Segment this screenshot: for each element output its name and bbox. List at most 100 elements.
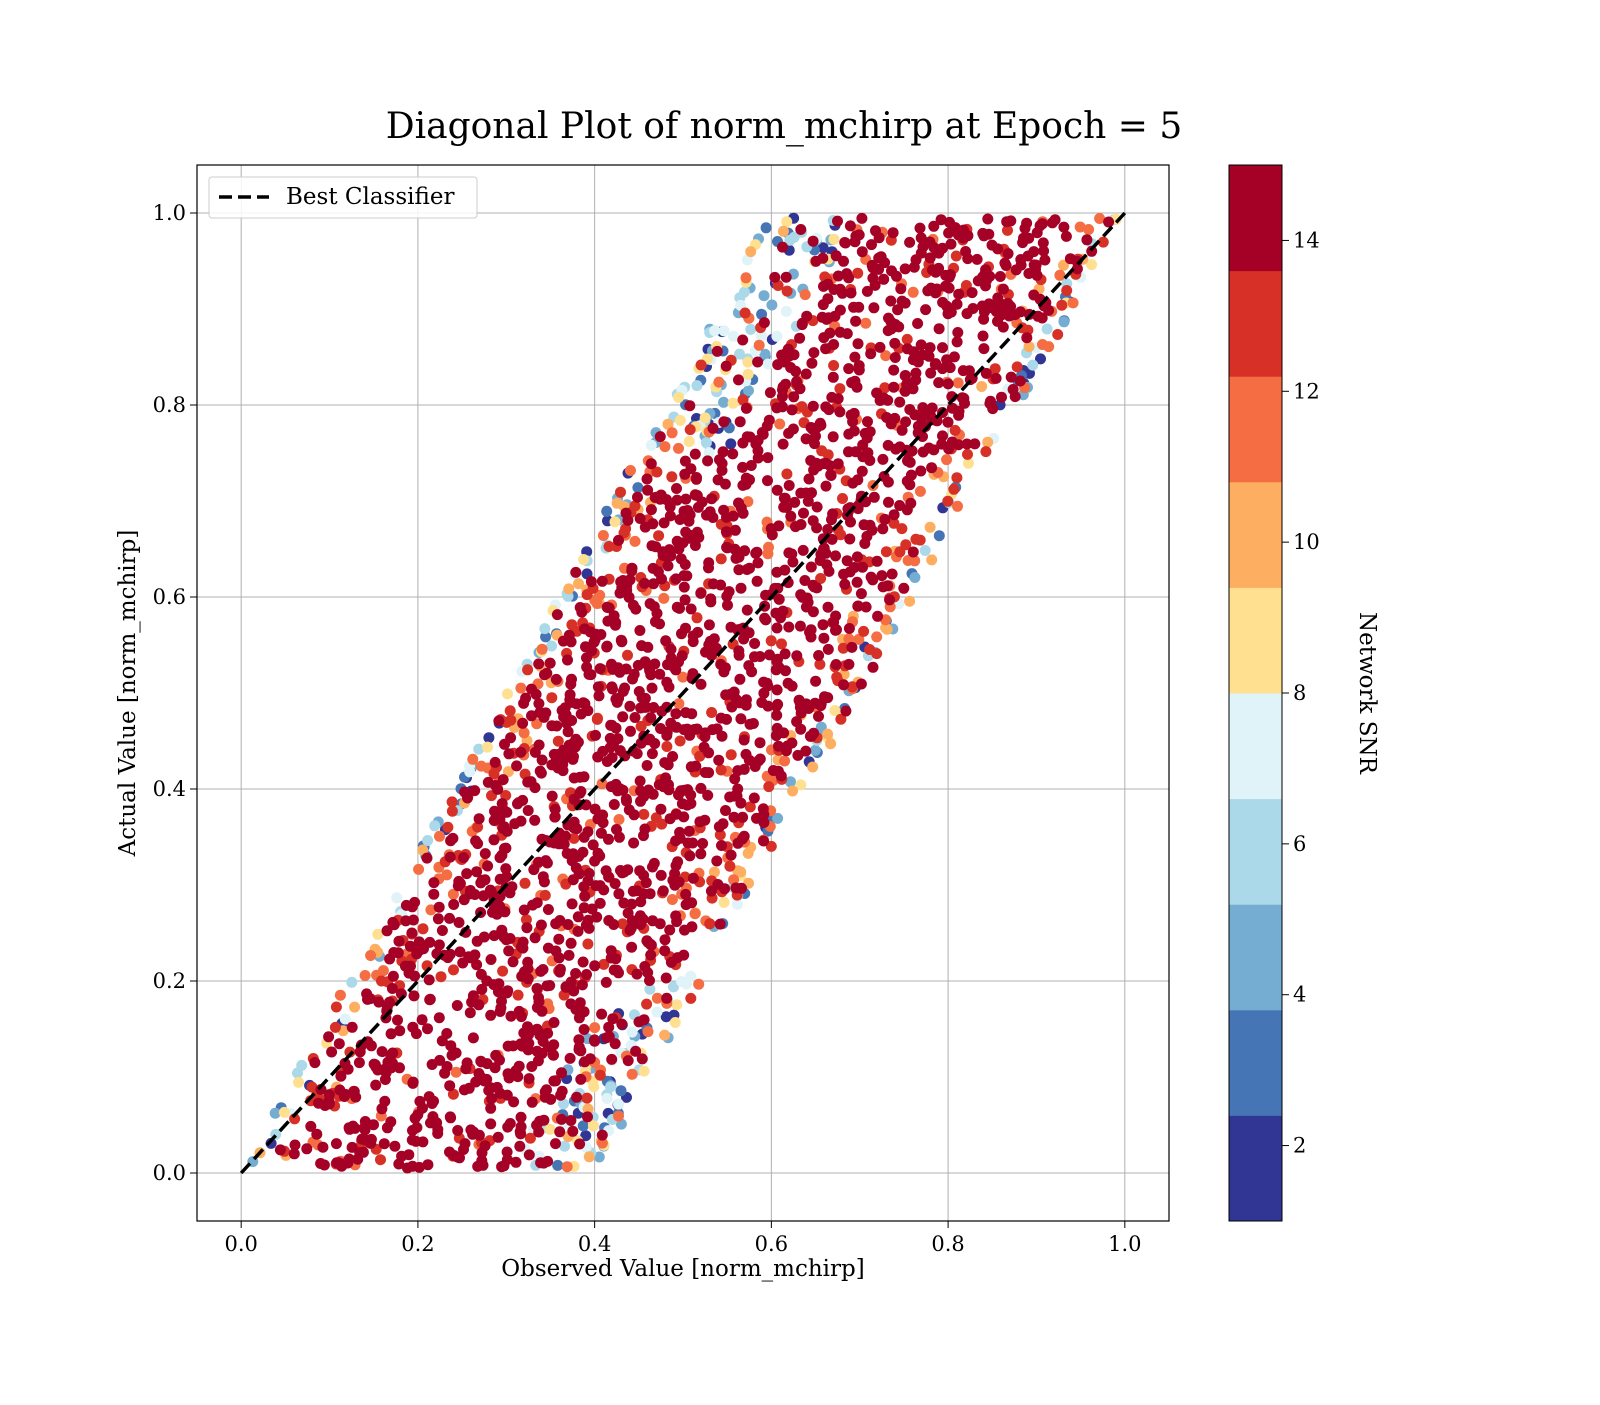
- scatter-point: [519, 966, 530, 978]
- scatter-point: [928, 220, 940, 232]
- scatter-point: [805, 624, 817, 636]
- scatter-point: [729, 524, 741, 536]
- scatter-point: [580, 919, 592, 931]
- scatter-point: [983, 298, 995, 310]
- scatter-point: [962, 448, 973, 460]
- scatter-point: [651, 1006, 663, 1018]
- scatter-point: [870, 225, 881, 237]
- scatter-point: [1005, 215, 1017, 227]
- scatter-point: [461, 868, 473, 880]
- scatter-point: [396, 1150, 408, 1162]
- scatter-point: [353, 1057, 365, 1069]
- scatter-point: [634, 775, 646, 787]
- scatter-point: [659, 1029, 671, 1041]
- scatter-point: [828, 360, 840, 371]
- scatter-point: [364, 993, 376, 1005]
- scatter-point: [497, 965, 509, 977]
- scatter-point: [644, 938, 656, 950]
- scatter-point: [714, 829, 726, 841]
- scatter-point: [655, 869, 667, 881]
- scatter-point: [335, 1070, 347, 1082]
- scatter-point: [641, 473, 653, 485]
- scatter-point: [289, 1139, 301, 1151]
- scatter-point: [624, 924, 636, 936]
- scatter-point: [753, 339, 765, 351]
- scatter-point: [709, 325, 721, 337]
- scatter-point: [914, 485, 926, 497]
- scatter-point: [560, 709, 572, 721]
- scatter-point: [534, 1115, 546, 1127]
- scatter-point: [852, 338, 864, 350]
- scatter-point: [1086, 259, 1098, 271]
- best-classifier-line: [239, 211, 1127, 1175]
- colorbar-bin: [1229, 1115, 1282, 1222]
- scatter-point: [444, 1080, 456, 1092]
- scatter-point: [447, 1088, 459, 1100]
- scatter-point: [830, 550, 841, 562]
- scatter-point: [926, 554, 938, 566]
- scatter-point: [910, 367, 922, 379]
- scatter-point: [610, 617, 622, 629]
- scatter-point: [427, 1111, 439, 1123]
- scatter-point: [564, 689, 576, 701]
- scatter-point: [535, 767, 547, 779]
- x-tick-label: 0.4: [578, 1232, 611, 1256]
- scatter-point: [754, 737, 766, 749]
- scatter-point: [686, 708, 698, 720]
- scatter-point: [497, 774, 509, 786]
- scatter-point: [581, 1092, 593, 1104]
- scatter-point: [664, 924, 676, 936]
- scatter-point: [1074, 221, 1086, 233]
- scatter-point: [741, 254, 753, 266]
- scatter-point: [1030, 259, 1042, 271]
- scatter-point: [724, 860, 736, 872]
- scatter-point: [680, 493, 692, 505]
- scatter-point: [820, 401, 832, 413]
- scatter-point: [735, 582, 747, 594]
- scatter-point: [670, 808, 682, 820]
- scatter-point: [1036, 312, 1048, 324]
- scatter-point: [489, 805, 500, 817]
- scatter-point: [1056, 299, 1068, 311]
- scatter-point: [1049, 214, 1061, 226]
- axis-ticks: 0.0 0.2 0.4 0.6 0.8 1.0 0.0 0.2 0.4 0.6 0.8 1.0: [153, 201, 1142, 1256]
- scatter-point: [641, 998, 653, 1010]
- scatter-point: [777, 438, 789, 450]
- scatter-point: [751, 575, 763, 587]
- scatter-point: [447, 888, 459, 900]
- scatter-point: [857, 561, 868, 573]
- scatter-point: [552, 1159, 564, 1171]
- scatter-point: [642, 1026, 654, 1038]
- scatter-point: [776, 401, 788, 413]
- scatter-point: [535, 919, 547, 931]
- scatter-point: [738, 734, 750, 746]
- scatter-point: [889, 412, 901, 424]
- scatter-point: [871, 648, 883, 660]
- scatter-point: [858, 519, 870, 531]
- scatter-point: [645, 458, 657, 470]
- colorbar-tick-label: 10: [1293, 530, 1320, 554]
- scatter-point: [777, 241, 788, 253]
- scatter-point: [499, 843, 510, 854]
- scatter-point: [626, 1068, 638, 1080]
- scatter-point: [765, 635, 777, 647]
- scatter-point: [509, 818, 521, 830]
- scatter-point: [849, 351, 861, 363]
- scatter-point: [687, 630, 699, 642]
- scatter-point: [505, 714, 517, 726]
- scatter-point: [563, 583, 575, 595]
- scatter-point: [436, 925, 448, 936]
- scatter-point: [622, 864, 634, 876]
- scatter-point: [634, 625, 646, 636]
- scatter-point: [862, 447, 874, 459]
- scatter-point: [1052, 329, 1064, 340]
- scatter-point: [837, 493, 848, 504]
- x-axis-label: Observed Value [norm_mchirp]: [501, 1256, 864, 1282]
- scatter-point: [846, 641, 858, 653]
- scatter-point: [306, 1081, 318, 1093]
- scatter-point: [980, 446, 992, 458]
- scatter-point: [566, 673, 577, 685]
- scatter-point: [403, 967, 415, 979]
- scatter-point: [799, 289, 811, 301]
- scatter-point: [661, 741, 673, 752]
